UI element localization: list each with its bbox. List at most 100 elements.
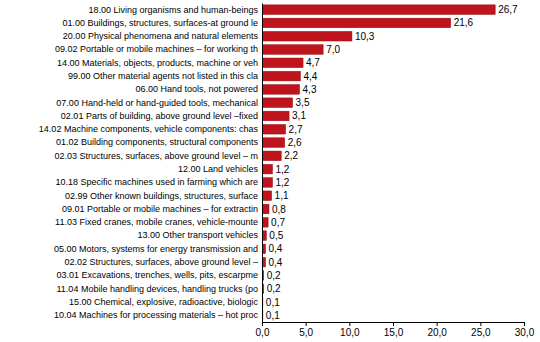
y-tick-label: 11.03 Fixed cranes, mobile cranes, vehic…	[55, 217, 258, 227]
y-tick: 18.00 Living organisms and human-beings	[88, 5, 258, 15]
y-tick-label: 05.00 Motors, systems for energy transmi…	[54, 244, 258, 254]
y-tick-label: 09.02 Portable or mobile machines – for …	[55, 44, 258, 54]
data-label: 1,2	[275, 164, 289, 175]
data-label: 7,0	[326, 44, 340, 55]
data-label: 2,7	[289, 124, 303, 135]
x-tick-label: 30,0	[515, 327, 535, 338]
x-tick-mark	[393, 322, 394, 326]
data-label: 2,6	[288, 137, 302, 148]
data-label: 2,2	[284, 150, 298, 161]
data-label: 10,3	[355, 31, 375, 42]
y-tick: 12.00 Land vehicles	[178, 164, 259, 174]
x-tick-label: 5,0	[299, 327, 313, 338]
y-tick: 99.00 Other material agents not listed i…	[68, 71, 258, 81]
y-tick: 10.04 Machines for processing materials …	[54, 310, 259, 320]
chart: 0,0 5,0 10,0 15,0 20,0 25,0 30,0 18.00 Living o…	[0, 0, 540, 342]
bar	[262, 138, 285, 148]
y-axis-line	[262, 4, 263, 323]
data-label: 4,7	[306, 57, 320, 68]
y-tick-label: 01.02 Building components, structural co…	[56, 137, 259, 147]
x-tick-label: 15,0	[384, 327, 404, 338]
data-label: 3,1	[292, 110, 306, 121]
x-tick-mark	[524, 322, 525, 326]
data-label: 0,1	[266, 297, 280, 308]
x-tick-label: 25,0	[471, 327, 491, 338]
y-tick: 02.01 Parts of building, above ground le…	[61, 111, 258, 121]
y-tick: 20.00 Physical phenomena and natural ele…	[63, 31, 259, 41]
y-axis: 18.00 Living organisms and human-beings 0…	[39, 4, 263, 323]
y-tick: 15.00 Chemical, explosive, radioactive, …	[69, 297, 259, 307]
data-label: 21,6	[454, 17, 474, 28]
bars	[262, 5, 495, 320]
y-tick-label: 06.00 Hand tools, not powered	[135, 84, 258, 94]
y-tick: 06.00 Hand tools, not powered	[135, 84, 258, 94]
x-tick-mark	[437, 322, 438, 326]
y-tick-label: 10.04 Machines for processing materials …	[54, 310, 259, 320]
x-tick: 0,0	[256, 322, 270, 338]
x-tick: 5,0	[299, 322, 313, 338]
bar	[262, 71, 300, 81]
bar	[262, 204, 269, 214]
y-tick-label: 02.02 Structures, surfaces, above ground…	[64, 257, 258, 267]
y-tick-label: 01.00 Buildings, structures, surfaces-at…	[62, 18, 258, 28]
y-tick: 14.02 Machine components, vehicle compon…	[39, 124, 259, 134]
y-tick-label: 13.00 Other transport vehicles	[137, 230, 258, 240]
y-tick: 02.99 Other known buildings, structures,…	[65, 191, 258, 201]
y-tick-label: 02.01 Parts of building, above ground le…	[61, 111, 258, 121]
y-tick-label: 02.03 Structures, surfaces, above ground…	[54, 151, 258, 161]
y-tick-label: 02.99 Other known buildings, structures,…	[65, 191, 258, 201]
y-tick-label: 11.04 Mobile handling devices, handling …	[57, 284, 258, 294]
bar	[262, 85, 300, 95]
y-tick: 01.00 Buildings, structures, surfaces-at…	[62, 18, 258, 28]
x-tick: 10,0	[340, 322, 360, 338]
bar	[262, 191, 272, 201]
y-tick: 13.00 Other transport vehicles	[137, 230, 258, 240]
x-tick-mark	[480, 322, 481, 326]
data-label: 4,4	[303, 71, 317, 82]
data-label: 1,2	[275, 177, 289, 188]
data-label: 0,2	[267, 270, 281, 281]
x-tick: 25,0	[471, 322, 491, 338]
x-tick-label: 0,0	[256, 327, 270, 338]
x-tick-mark	[349, 322, 350, 326]
y-tick-label: 14.00 Materials, objects, products, mach…	[57, 58, 258, 68]
data-label: 0,1	[266, 310, 280, 321]
bar	[262, 111, 289, 121]
bar	[262, 31, 352, 41]
data-label: 0,8	[272, 204, 286, 215]
y-tick-label: 07.00 Hand-held or hand-guided tools, me…	[56, 98, 258, 108]
x-axis: 0,0 5,0 10,0 15,0 20,0 25,0 30,0	[256, 322, 535, 338]
x-tick: 15,0	[384, 322, 404, 338]
bar	[262, 178, 272, 188]
y-tick: 01.02 Building components, structural co…	[56, 137, 259, 147]
y-tick: 09.01 Portable or mobile machines – for …	[62, 204, 258, 214]
data-labels: 26,721,610,37,04,74,44,33,53,12,72,62,21…	[266, 4, 518, 321]
x-tick-mark	[262, 322, 263, 326]
bar	[262, 58, 303, 68]
x-tick-label: 20,0	[427, 327, 447, 338]
x-tick-mark	[306, 322, 307, 326]
y-tick: 09.02 Portable or mobile machines – for …	[55, 44, 258, 54]
x-tick: 20,0	[427, 322, 447, 338]
data-label: 0,4	[268, 243, 282, 254]
y-tick-label: 10.18 Specific machines used in farming …	[55, 177, 258, 187]
x-tick-label: 10,0	[340, 327, 360, 338]
data-label: 0,7	[271, 217, 285, 228]
y-tick: 05.00 Motors, systems for energy transmi…	[54, 244, 258, 254]
y-tick: 14.00 Materials, objects, products, mach…	[57, 58, 258, 68]
data-label: 0,2	[267, 283, 281, 294]
data-label: 0,5	[269, 230, 283, 241]
y-tick: 11.03 Fixed cranes, mobile cranes, vehic…	[55, 217, 258, 227]
y-tick-label: 12.00 Land vehicles	[178, 164, 259, 174]
bar	[262, 164, 272, 174]
bar	[262, 18, 451, 28]
bar	[262, 151, 281, 161]
bar	[262, 124, 286, 134]
y-tick-label: 18.00 Living organisms and human-beings	[88, 5, 258, 15]
plot: 0,0 5,0 10,0 15,0 20,0 25,0 30,0 18.00 Living o…	[39, 4, 535, 339]
y-tick: 02.03 Structures, surfaces, above ground…	[54, 151, 258, 161]
y-tick-label: 14.02 Machine components, vehicle compon…	[39, 124, 259, 134]
data-label: 0,4	[268, 257, 282, 268]
x-axis-line	[263, 323, 525, 327]
x-tick: 30,0	[515, 322, 535, 338]
